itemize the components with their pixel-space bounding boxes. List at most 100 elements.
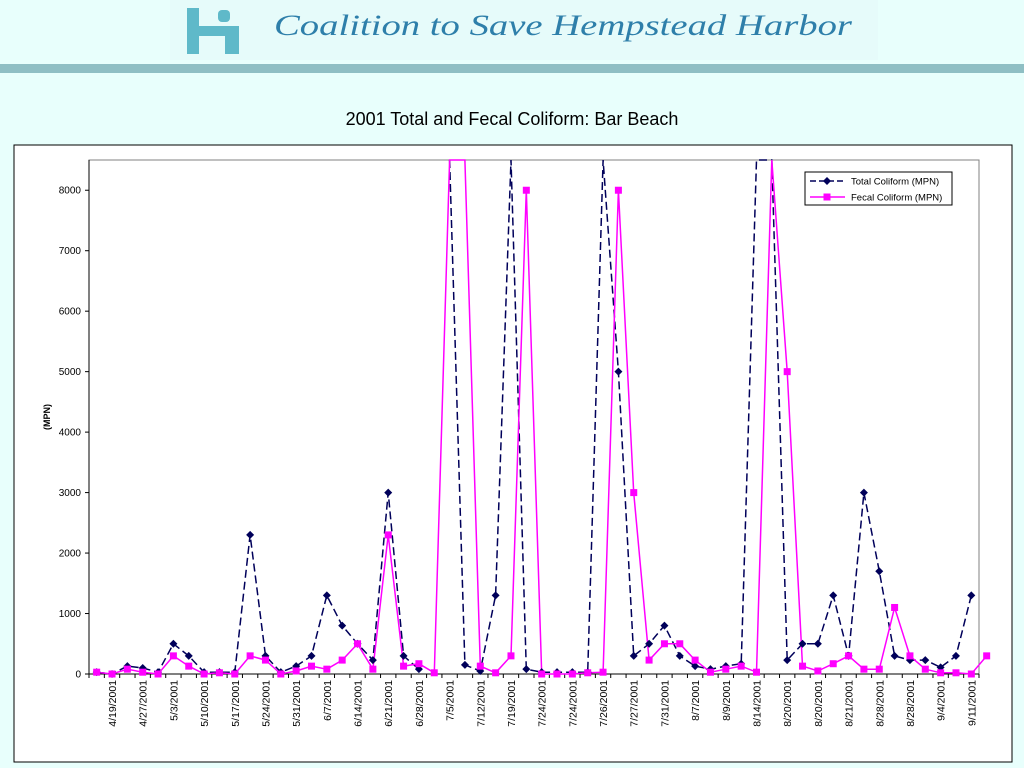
- x-tick-label: 8/21/2001: [844, 680, 856, 727]
- series-1-point: [967, 591, 976, 600]
- x-tick-label: 5/31/2001: [291, 680, 303, 727]
- series-2-point: [921, 665, 929, 673]
- series-2-point: [645, 656, 653, 664]
- series-1-point: [246, 530, 255, 539]
- series-1-point: [399, 651, 408, 660]
- series-1-point: [875, 567, 884, 576]
- series-1-point: [783, 656, 792, 665]
- series-2-point: [967, 670, 975, 678]
- series-1-point: [368, 656, 377, 665]
- banner-divider: [0, 64, 1024, 73]
- series-1-point: [384, 488, 393, 497]
- x-tick-label: 5/24/2001: [260, 680, 272, 727]
- series-2-point: [292, 667, 300, 675]
- series-2-point: [875, 665, 883, 673]
- x-tick-label: 9/4/2001: [936, 680, 948, 721]
- y-tick-label: 4000: [59, 428, 82, 439]
- series-2-point: [369, 665, 377, 673]
- series-2-point: [829, 660, 837, 668]
- series-2-point: [937, 669, 945, 677]
- series-1-point: [169, 639, 178, 648]
- y-tick-label: 0: [75, 670, 81, 681]
- series-2-point: [553, 670, 561, 678]
- series-2-point: [430, 669, 438, 677]
- series-1-point: [813, 639, 822, 648]
- series-2-point: [584, 669, 592, 677]
- x-tick-label: 8/28/2001: [905, 680, 917, 727]
- series-1-point: [629, 651, 638, 660]
- series-2-point: [308, 662, 315, 670]
- series-1-point: [522, 665, 531, 674]
- series-2-point: [415, 660, 423, 668]
- series-2-point: [400, 662, 408, 670]
- y-tick-label: 3000: [59, 488, 82, 499]
- series-2-point: [169, 652, 177, 660]
- x-tick-label: 4/27/2001: [138, 680, 150, 727]
- series-1-point: [307, 651, 316, 660]
- series-2-point: [614, 186, 622, 194]
- series-1-point: [829, 591, 838, 600]
- series-1-point: [322, 591, 331, 600]
- series-1-point: [491, 591, 500, 600]
- chart-title: 2001 Total and Fecal Coliform: Bar Beach: [345, 109, 679, 129]
- x-tick-label: 8/20/2001: [782, 680, 794, 727]
- series-2-point: [799, 662, 807, 670]
- series-2-point: [277, 670, 285, 678]
- series-1-point: [951, 651, 960, 660]
- series-2-point: [492, 669, 500, 677]
- series-2-point: [246, 652, 254, 660]
- series-2-point: [261, 656, 269, 664]
- series-2-point: [891, 603, 899, 611]
- x-tick-label: 8/14/2001: [752, 680, 764, 727]
- x-tick-label: 5/17/2001: [230, 680, 242, 727]
- series-1-point: [859, 488, 868, 497]
- x-tick-label: 9/11/2001: [966, 680, 978, 726]
- series-2-point: [139, 668, 147, 676]
- series-2-point: [676, 640, 684, 648]
- series-2-point: [215, 669, 223, 677]
- series-1-point: [921, 656, 930, 665]
- y-axis-title: (MPN): [42, 404, 52, 430]
- series-2-point: [845, 652, 853, 660]
- series-2-point: [722, 665, 730, 673]
- series-1-point: [184, 651, 193, 660]
- series-1-point: [460, 660, 469, 669]
- x-tick-label: 4/19/2001: [107, 680, 119, 727]
- series-2-point: [154, 670, 162, 678]
- x-tick-label: 6/21/2001: [383, 680, 395, 727]
- legend-marker-1: [823, 177, 831, 185]
- banner-graphic: Coalition to Save Hempstead Harbor: [187, 8, 852, 54]
- hh-monogram-logo: [187, 8, 239, 54]
- series-1-point: [645, 639, 654, 648]
- series-2-point: [660, 640, 668, 648]
- legend-label-2: Fecal Coliform (MPN): [851, 193, 942, 204]
- series-2-point: [507, 652, 515, 660]
- series-2-point: [860, 665, 868, 673]
- x-tick-label: 7/24/2001: [567, 680, 579, 727]
- series-2-point: [737, 662, 745, 670]
- x-tick-label: 7/12/2001: [475, 680, 487, 727]
- series-2-point: [952, 669, 960, 677]
- series-2-point: [93, 668, 101, 676]
- series-2-point: [814, 667, 822, 675]
- series-2-point: [568, 670, 576, 678]
- x-tick-label: 8/28/2001: [874, 680, 886, 727]
- series-1-point: [660, 621, 669, 630]
- y-tick-label: 1000: [59, 609, 82, 620]
- series-2-point: [185, 662, 193, 670]
- series-2-point: [123, 665, 131, 673]
- series-1-point: [614, 367, 623, 376]
- series-2-point: [906, 652, 914, 660]
- series-2-point: [522, 186, 530, 194]
- y-tick-label: 2000: [59, 549, 82, 560]
- series-2-point: [753, 668, 760, 676]
- y-tick-label: 7000: [59, 246, 82, 257]
- header-banner: Coalition to Save Hempstead Harbor: [170, 0, 878, 60]
- x-tick-label: 5/3/2001: [168, 680, 180, 721]
- x-tick-label: 6/28/2001: [414, 680, 426, 727]
- series-2-point: [323, 665, 331, 673]
- series-1-point: [890, 651, 899, 660]
- legend-label-1: Total Coliform (MPN): [851, 177, 939, 188]
- x-tick-label: 7/31/2001: [659, 680, 671, 727]
